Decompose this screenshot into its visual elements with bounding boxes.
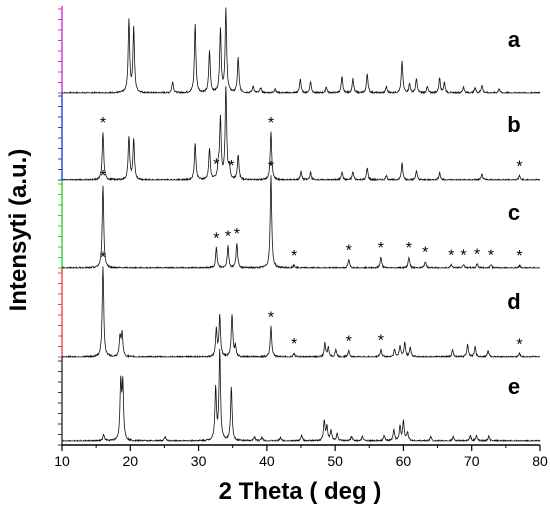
asterisk-marker: * [225,229,231,246]
x-tick-label: 40 [259,453,275,469]
x-tick-label: 70 [464,453,480,469]
panel-label-e: e [508,374,520,399]
asterisk-marker: * [474,246,480,263]
asterisk-marker: * [516,158,522,175]
trace-c [62,175,541,270]
asterisk-marker: * [291,336,297,353]
x-axis-label: 2 Theta ( deg ) [219,478,382,505]
asterisk-marker: * [234,226,240,243]
asterisk-marker: * [488,247,494,264]
asterisk-marker: * [100,168,106,185]
asterisk-marker: * [268,310,274,327]
x-axis [61,444,541,451]
asterisk-marker: * [100,250,106,267]
x-tick-labels: 10 20 30 40 50 60 70 80 [54,453,548,469]
asterisk-marker: * [448,247,454,264]
asterisk-marker: * [346,333,352,350]
asterisk-marker: * [346,243,352,260]
y-axis-label: Intensyti (a.u.) [5,149,32,312]
asterisk-marker: * [406,240,412,257]
x-tick-label: 30 [191,453,207,469]
asterisk-marker: * [213,157,219,174]
xrd-traces [61,7,541,443]
panel-label-c: c [508,200,520,225]
asterisk-marker: * [268,159,274,176]
panel-label-a: a [508,27,521,52]
trace-d [62,266,541,359]
asterisk-marker: * [460,247,466,264]
asterisk-marker: * [422,245,428,262]
asterisk-marker: * [378,333,384,350]
x-tick-label: 10 [54,453,70,469]
trace-e [61,348,541,443]
x-tick-label: 80 [532,453,548,469]
asterisk-marker: * [100,115,106,132]
panel-labels: a b c d e [507,27,521,399]
panel-label-d: d [507,289,520,314]
asterisk-marker: * [213,231,219,248]
panel-label-b: b [507,112,520,137]
asterisk-marker: * [268,115,274,132]
asterisk-marker: * [228,158,234,175]
asterisk-marker: * [291,248,297,265]
trace-a [61,7,541,95]
x-tick-label: 50 [327,453,343,469]
x-tick-label: 60 [396,453,412,469]
x-tick-label: 20 [122,453,138,469]
y-axis [58,6,63,446]
trace-b [62,86,541,182]
asterisk-marker: * [516,336,522,353]
asterisk-marker: * [378,240,384,257]
asterisk-markers: ** ***** * *** * * * * * * * * **** * * * [100,115,523,353]
asterisk-marker: * [516,248,522,265]
